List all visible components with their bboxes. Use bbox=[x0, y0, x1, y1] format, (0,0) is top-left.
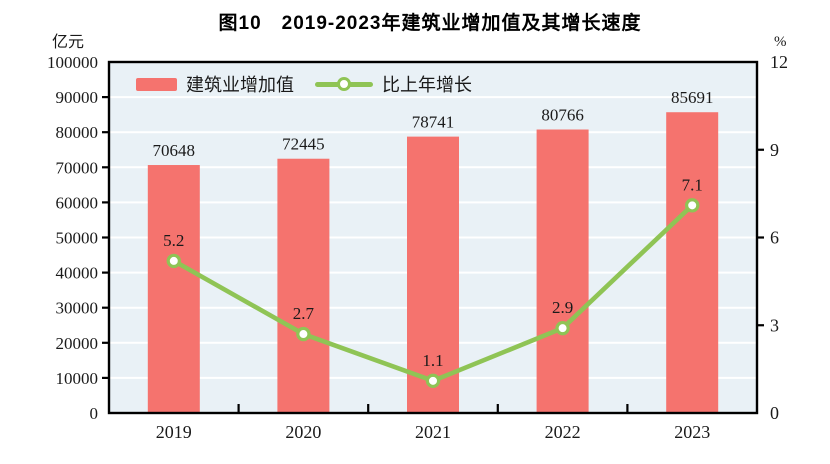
x-axis-category-label: 2019 bbox=[156, 422, 192, 442]
left-axis-tick-label: 60000 bbox=[56, 193, 99, 212]
left-axis-tick-label: 70000 bbox=[56, 158, 99, 177]
right-axis-tick-label: 12 bbox=[770, 52, 788, 72]
legend-bar-label: 建筑业增加值 bbox=[186, 75, 294, 95]
left-axis-tick-label: 0 bbox=[90, 404, 99, 423]
left-axis-tick-label: 10000 bbox=[56, 369, 99, 388]
line-value-label: 2.9 bbox=[552, 298, 573, 317]
left-axis-tick-label: 40000 bbox=[56, 264, 99, 283]
left-axis-tick-label: 80000 bbox=[56, 123, 99, 142]
chart-legend: 建筑业增加值 比上年增长 bbox=[136, 71, 472, 97]
bar-value-label: 72445 bbox=[282, 135, 325, 154]
x-axis-category-label: 2022 bbox=[545, 422, 581, 442]
right-axis-tick-label: 0 bbox=[770, 403, 779, 423]
bar-2022 bbox=[536, 129, 589, 413]
bar-2020 bbox=[277, 158, 330, 413]
chart-title: 图10 2019-2023年建筑业增加值及其增长速度 bbox=[218, 13, 642, 34]
x-axis-category-label: 2023 bbox=[674, 422, 710, 442]
line-value-label: 7.1 bbox=[682, 175, 703, 194]
bar-value-label: 80766 bbox=[541, 106, 584, 125]
bar-2019 bbox=[147, 165, 200, 413]
left-axis-tick-label: 20000 bbox=[56, 334, 99, 353]
bar-value-label: 78741 bbox=[412, 113, 455, 132]
legend-line-swatch bbox=[315, 77, 373, 91]
x-axis-category-label: 2020 bbox=[285, 422, 321, 442]
legend-bar-swatch bbox=[136, 77, 177, 91]
right-axis-unit-label: % bbox=[774, 34, 787, 50]
line-value-label: 1.1 bbox=[422, 351, 443, 370]
bar-2023 bbox=[666, 112, 719, 414]
right-axis-tick-label: 6 bbox=[770, 228, 779, 248]
left-axis-unit-label: 亿元 bbox=[52, 34, 85, 51]
line-marker-2019 bbox=[166, 253, 181, 269]
legend-line-marker-icon bbox=[337, 77, 351, 91]
bar-value-label: 85691 bbox=[671, 88, 714, 107]
left-axis-tick-label: 100000 bbox=[47, 53, 98, 72]
left-axis-tick-label: 30000 bbox=[56, 299, 99, 318]
line-value-label: 5.2 bbox=[163, 231, 184, 250]
left-axis-tick-label: 90000 bbox=[56, 88, 99, 107]
bar-value-label: 70648 bbox=[153, 141, 196, 160]
left-axis-tick-label: 50000 bbox=[56, 229, 99, 248]
right-axis-tick-label: 9 bbox=[770, 140, 779, 160]
bar-2021 bbox=[407, 136, 459, 414]
line-marker-2022 bbox=[555, 320, 570, 336]
line-marker-2020 bbox=[296, 326, 311, 342]
line-value-label: 2.7 bbox=[293, 304, 315, 323]
legend-line-label: 比上年增长 bbox=[382, 75, 472, 95]
x-axis-category-label: 2021 bbox=[415, 422, 451, 442]
line-marker-2021 bbox=[425, 373, 441, 389]
line-marker-2023 bbox=[685, 198, 700, 213]
right-axis-tick-label: 3 bbox=[770, 315, 779, 335]
